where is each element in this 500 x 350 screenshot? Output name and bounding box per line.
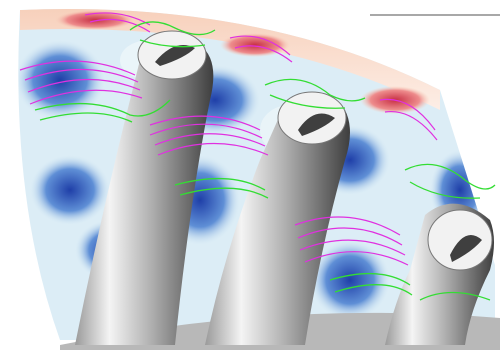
turbine-blade bbox=[75, 30, 214, 346]
streamlines bbox=[34, 21, 496, 301]
vortex-lines bbox=[19, 12, 438, 266]
turbine-blade bbox=[385, 203, 494, 345]
toolbar-strip bbox=[370, 0, 500, 16]
turbine-blade bbox=[205, 91, 350, 346]
